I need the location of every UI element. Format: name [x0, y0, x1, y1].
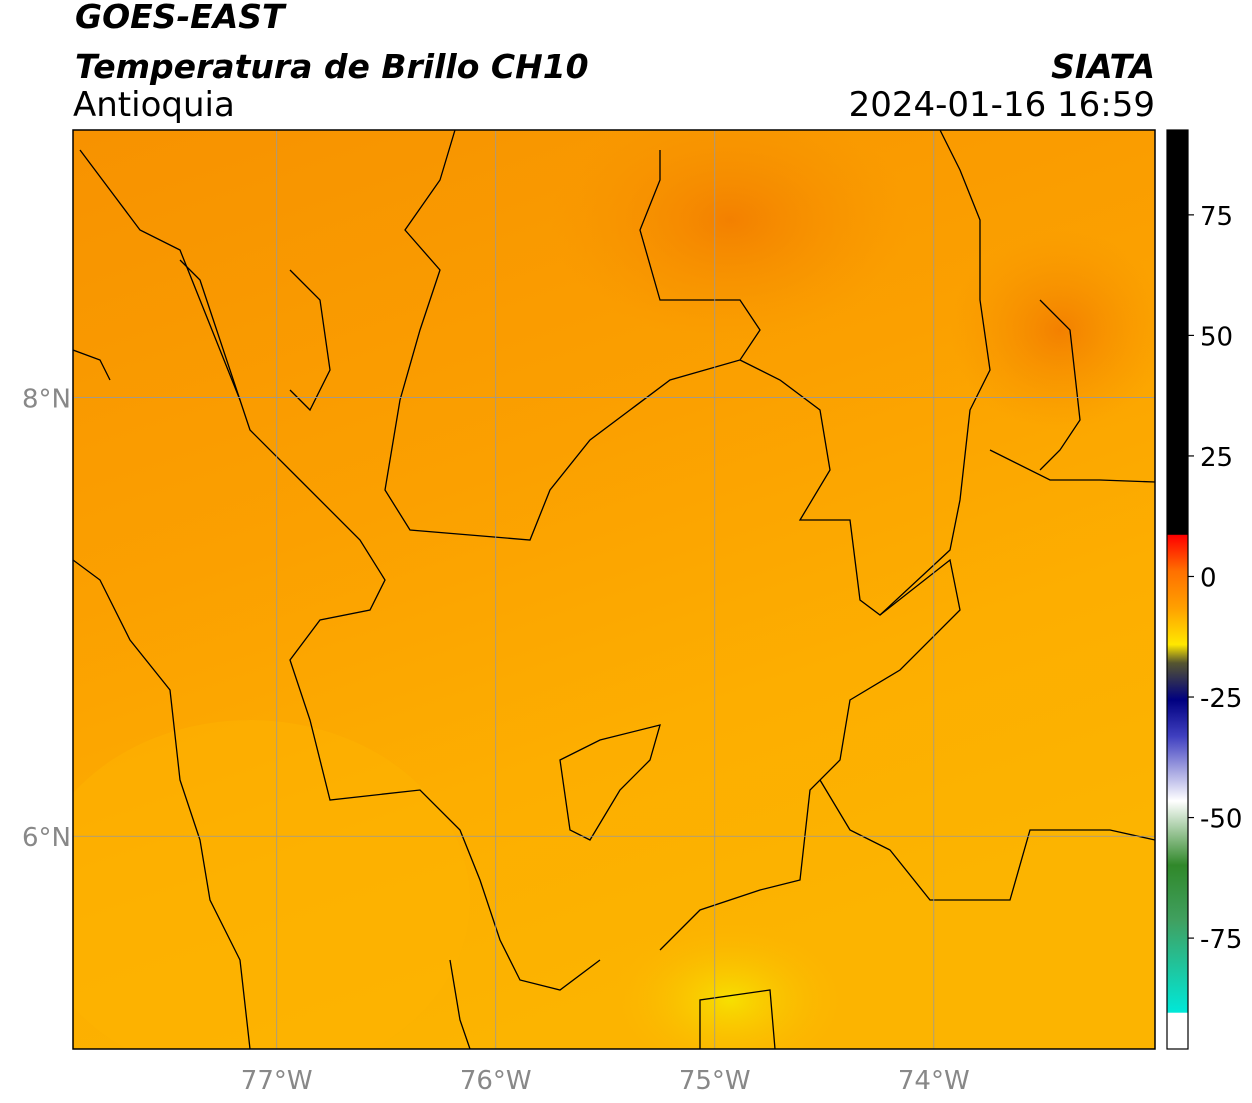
map-image	[73, 130, 1155, 1049]
x-tick-label: 77°W	[241, 1066, 313, 1096]
colorbar-tick-label: 25	[1200, 443, 1233, 473]
source: SIATA	[1051, 47, 1155, 86]
colorbar-tick-label: -50	[1200, 805, 1242, 835]
colorbar-tick-label: -75	[1200, 925, 1242, 955]
colorbar	[1166, 129, 1189, 1050]
x-tick-label: 74°W	[898, 1066, 970, 1096]
y-tick-label: 8°N	[22, 385, 71, 415]
timestamp: 2024-01-16 16:59	[849, 85, 1155, 125]
colorbar-ticks: 75 50 25 0 -25 -50 -75	[1188, 202, 1242, 955]
graticule: 77°W 76°W 75°W 74°W 8°N 6°N	[22, 130, 1155, 1096]
x-tick-label: 76°W	[460, 1066, 532, 1096]
colorbar-tick-label: 0	[1200, 563, 1217, 593]
title: GOES-EAST	[75, 0, 287, 36]
y-tick-label: 6°N	[22, 823, 71, 853]
x-tick-label: 75°W	[679, 1066, 751, 1096]
colorbar-tick-label: 50	[1200, 322, 1233, 352]
region: Antioquia	[73, 85, 235, 125]
colorbar-tick-label: -25	[1200, 684, 1242, 714]
colorbar-tick-label: 75	[1200, 202, 1233, 232]
subtitle: Temperatura de Brillo CH10	[75, 47, 589, 86]
map-frame	[72, 129, 1156, 1050]
